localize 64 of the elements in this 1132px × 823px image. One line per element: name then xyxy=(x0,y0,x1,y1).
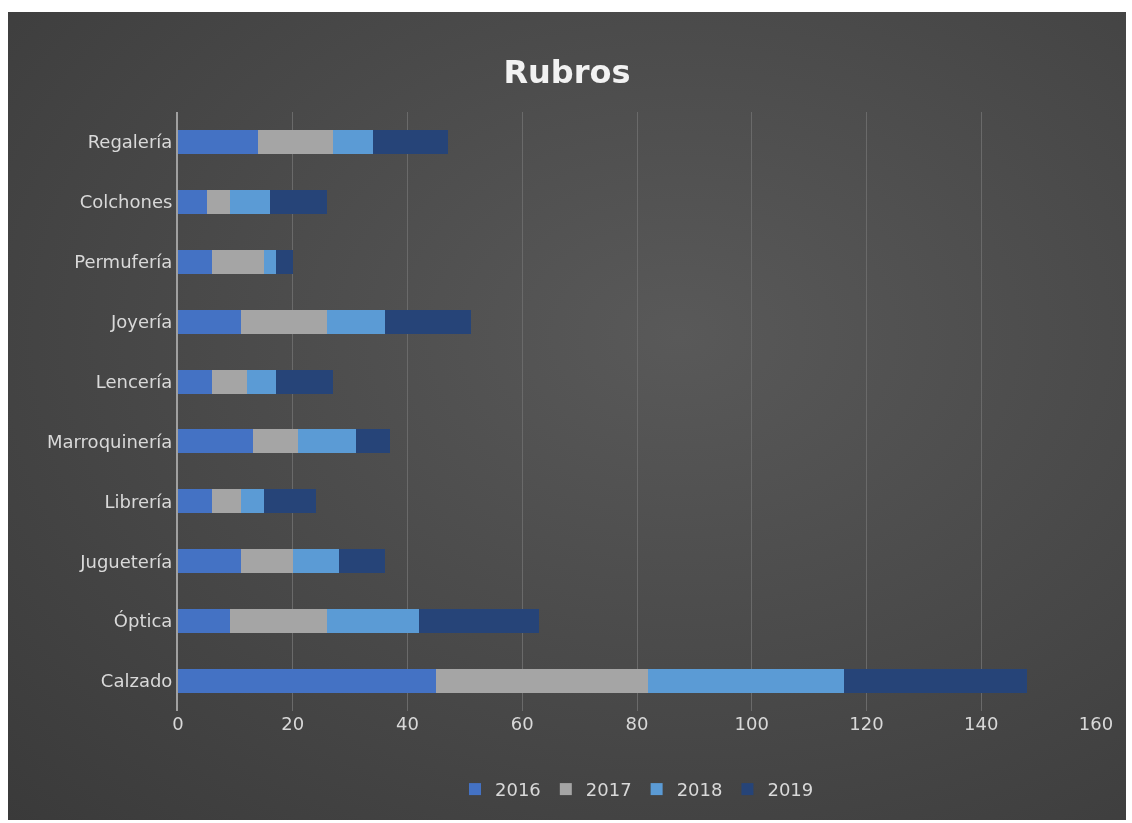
legend-label: 2017 xyxy=(585,779,632,801)
bar xyxy=(212,249,265,274)
chart-title: Rubros xyxy=(503,52,631,91)
bar xyxy=(332,129,374,154)
y-tick-label: Lencería xyxy=(95,370,173,392)
bar xyxy=(269,189,328,214)
bar xyxy=(252,429,299,454)
x-tick-label: 0 xyxy=(172,713,184,734)
x-tick-label: 40 xyxy=(396,713,419,734)
x-tick-label: 140 xyxy=(964,713,999,734)
x-tick-label: 160 xyxy=(1078,713,1114,734)
y-tick-label: Librería xyxy=(104,490,173,512)
bar xyxy=(178,669,437,694)
y-tick-label: Joyería xyxy=(109,310,173,332)
bar xyxy=(246,369,276,394)
bar xyxy=(418,609,540,634)
bar xyxy=(384,309,471,334)
bar xyxy=(241,549,293,574)
legend-label: 2018 xyxy=(676,779,723,801)
bar xyxy=(298,429,356,454)
bar xyxy=(327,309,385,334)
y-tick-label: Juguetería xyxy=(79,550,173,572)
bar xyxy=(355,429,391,454)
bar xyxy=(292,549,339,574)
bar xyxy=(264,489,316,514)
bar xyxy=(843,669,1028,694)
bar xyxy=(178,429,253,454)
bar xyxy=(178,309,242,334)
x-tick-label: 60 xyxy=(510,713,534,734)
bar xyxy=(212,489,242,514)
y-tick-label: Permufería xyxy=(74,251,173,273)
y-tick-label: Marroquinería xyxy=(46,430,173,452)
bar xyxy=(178,549,242,574)
bar xyxy=(241,309,328,334)
bar xyxy=(275,369,333,394)
bar xyxy=(178,189,207,214)
bar xyxy=(212,369,247,394)
bar xyxy=(206,189,230,214)
legend-label: 2016 xyxy=(495,779,541,801)
bar xyxy=(373,129,448,154)
bar xyxy=(229,609,328,634)
y-tick-label: Colchones xyxy=(79,191,173,213)
legend-label: 2019 xyxy=(767,779,814,801)
bar xyxy=(648,669,844,694)
bar xyxy=(178,249,213,274)
bar xyxy=(178,129,259,154)
bar xyxy=(178,369,213,394)
y-tick-label: Regalería xyxy=(87,131,173,153)
x-tick-label: 20 xyxy=(281,713,305,734)
x-tick-label: 120 xyxy=(849,713,884,734)
bar xyxy=(178,609,230,634)
bar xyxy=(338,549,385,574)
bar xyxy=(436,669,649,694)
bar xyxy=(241,489,265,514)
y-tick-label: Calzado xyxy=(100,670,173,692)
bar xyxy=(258,129,333,154)
bar xyxy=(327,609,419,634)
bar xyxy=(264,249,276,274)
x-tick-label: 100 xyxy=(734,713,769,734)
bar xyxy=(229,189,270,214)
bar xyxy=(178,489,213,514)
y-tick-label: Óptica xyxy=(113,610,173,632)
bar xyxy=(275,249,293,274)
x-tick-label: 80 xyxy=(625,713,649,734)
